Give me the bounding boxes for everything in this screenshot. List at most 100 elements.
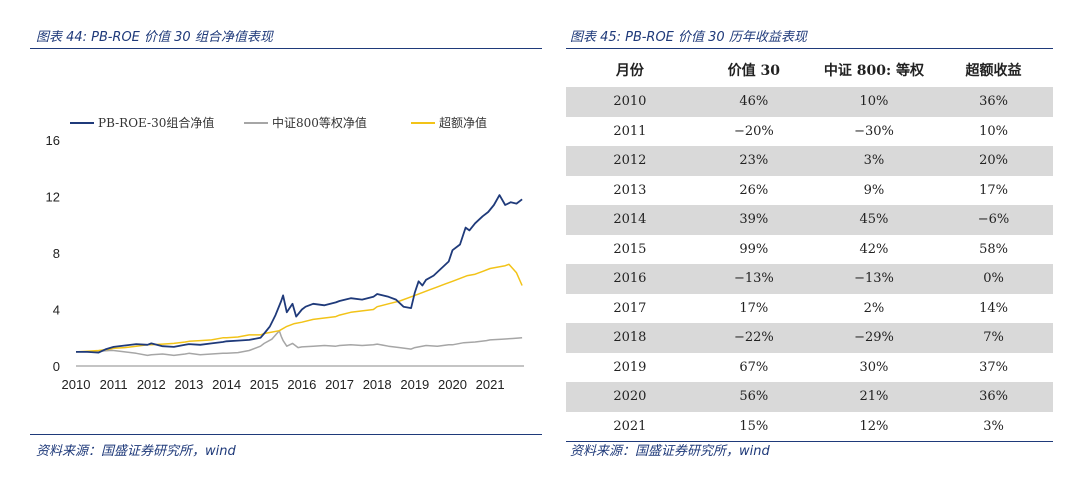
cell-csi800: 45%: [813, 205, 935, 235]
cell-value30: −22%: [693, 323, 814, 353]
cell-excess: 36%: [934, 87, 1053, 117]
cell-excess: 10%: [979, 123, 1008, 139]
cell-year: 2019: [613, 359, 647, 375]
x-tick-label: 2016: [287, 377, 316, 392]
legend-label: 中证800等权净值: [272, 115, 367, 130]
x-tick-label: 2013: [174, 377, 203, 392]
cell-year: 2018: [566, 323, 694, 353]
cell-value30: 99%: [739, 241, 769, 257]
header-excess: 超额收益: [934, 53, 1053, 87]
header-month: 月份: [566, 53, 694, 87]
y-tick-label: 16: [46, 133, 60, 148]
cell-year: 2015: [613, 241, 647, 257]
cell-csi800: 12%: [813, 411, 935, 442]
cell-year: 2016: [566, 264, 694, 294]
series-lines: [75, 194, 523, 357]
table-row: 2013 26% 9% 17%: [566, 176, 1053, 206]
cell-excess: 14%: [979, 300, 1008, 316]
cell-excess: 36%: [934, 382, 1053, 412]
cell-year: 2010: [566, 87, 694, 117]
cell-value30: 67%: [739, 359, 769, 375]
cell-csi800: −30%: [854, 123, 894, 139]
cell-csi800: 3%: [813, 146, 935, 176]
y-tick-label: 0: [53, 359, 60, 374]
table-row: 2011 −20% −30% 10%: [566, 117, 1053, 147]
x-tick-label: 2012: [137, 377, 166, 392]
table-row: 2021 15% 12% 3%: [566, 411, 1053, 442]
x-tick-label: 2019: [400, 377, 429, 392]
cell-excess: 58%: [979, 241, 1008, 257]
cell-year: 2017: [613, 300, 647, 316]
cell-csi800: 30%: [859, 359, 889, 375]
cell-csi800: 10%: [813, 87, 935, 117]
cell-value30: −20%: [733, 123, 774, 139]
table-row: 2012 23% 3% 20%: [566, 146, 1053, 176]
x-tick-label: 2018: [363, 377, 392, 392]
table-row: 2010 46% 10% 36%: [566, 87, 1053, 117]
cell-excess: 37%: [979, 359, 1008, 375]
table-header-row: 月份 价值 30 中证 800: 等权 超额收益: [566, 53, 1053, 87]
series-line-0: [76, 194, 523, 354]
cell-excess: 7%: [934, 323, 1053, 353]
y-tick-label: 4: [53, 303, 60, 318]
y-tick-label: 8: [53, 246, 60, 261]
cell-value30: 15%: [693, 411, 814, 442]
cell-excess: 0%: [934, 264, 1053, 294]
table-row: 2015 99% 42% 58%: [566, 235, 1053, 265]
x-tick-label: 2015: [250, 377, 279, 392]
chart-source-note: 资料来源：国盛证券研究所，wind: [36, 444, 236, 459]
chart-top-rule: [30, 48, 542, 49]
chart-legend: PB-ROE-30组合净值 中证800等权净值 超额净值: [70, 115, 487, 130]
annual-returns-table: 月份 价值 30 中证 800: 等权 超额收益 2010 46% 10% 36…: [566, 53, 1053, 442]
cell-year: 2021: [566, 411, 694, 442]
cell-value30: 17%: [739, 300, 769, 316]
table-figure-title: 图表 45: PB-ROE 价值 30 历年收益表现: [570, 30, 807, 45]
net-value-line-chart: 0 4 8 12 16 2010 2011 2012 2013 2014 2015 2016 2017…: [46, 115, 524, 392]
legend-label: 超额净值: [439, 115, 487, 130]
table-row: 2014 39% 45% −6%: [566, 205, 1053, 235]
cell-value30: 26%: [739, 182, 769, 198]
cell-year: 2011: [613, 123, 647, 139]
cell-year: 2014: [566, 205, 694, 235]
x-tick-label: 2017: [325, 377, 354, 392]
cell-value30: −13%: [693, 264, 814, 294]
x-tick-label: 2020: [438, 377, 467, 392]
cell-value30: 23%: [693, 146, 814, 176]
x-axis-ticks: 2010 2011 2012 2013 2014 2015 2016 2017 2018 2019…: [62, 377, 505, 392]
cell-csi800: 42%: [859, 241, 889, 257]
cell-year: 2013: [613, 182, 647, 198]
cell-value30: 46%: [693, 87, 814, 117]
cell-excess: 3%: [934, 411, 1053, 442]
table-row: 2020 56% 21% 36%: [566, 382, 1053, 412]
cell-value30: 56%: [693, 382, 814, 412]
x-tick-label: 2011: [100, 377, 128, 392]
legend-label: PB-ROE-30组合净值: [98, 115, 214, 130]
x-tick-label: 2014: [212, 377, 241, 392]
cell-csi800: −13%: [813, 264, 935, 294]
chart-bottom-rule: [30, 434, 542, 435]
table-row: 2019 67% 30% 37%: [566, 353, 1053, 383]
cell-excess: −6%: [934, 205, 1053, 235]
cell-value30: 39%: [693, 205, 814, 235]
x-tick-label: 2021: [476, 377, 505, 392]
table-source-note: 资料来源：国盛证券研究所，wind: [570, 444, 770, 459]
cell-year: 2020: [566, 382, 694, 412]
cell-excess: 17%: [979, 182, 1008, 198]
header-csi800: 中证 800: 等权: [813, 53, 935, 87]
table-row: 2018 −22% −29% 7%: [566, 323, 1053, 353]
cell-csi800: 21%: [813, 382, 935, 412]
header-value30: 价值 30: [693, 53, 814, 87]
chart-figure-title: 图表 44: PB-ROE 价值 30 组合净值表现: [36, 30, 273, 45]
cell-year: 2012: [566, 146, 694, 176]
cell-csi800: 9%: [863, 182, 885, 198]
series-line-2: [75, 263, 523, 353]
y-tick-label: 12: [46, 190, 60, 205]
table-top-rule: [566, 48, 1053, 49]
cell-excess: 20%: [934, 146, 1053, 176]
table-row: 2016 −13% −13% 0%: [566, 264, 1053, 294]
y-axis-ticks: 0 4 8 12 16: [46, 133, 60, 374]
cell-csi800: 2%: [863, 300, 885, 316]
x-tick-label: 2010: [62, 377, 91, 392]
table-row: 2017 17% 2% 14%: [566, 294, 1053, 324]
series-line-1: [76, 329, 523, 357]
